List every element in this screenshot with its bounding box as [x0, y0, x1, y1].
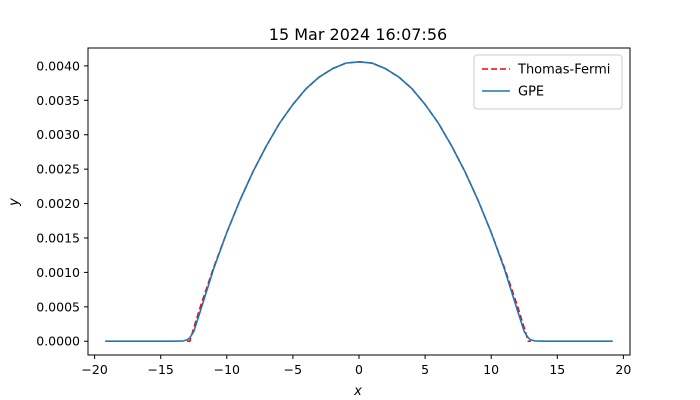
- y-tick-label: 0.0035: [36, 93, 80, 108]
- y-tick-label: 0.0020: [36, 196, 80, 211]
- y-tick-label: 0.0025: [36, 162, 80, 177]
- y-tick-label: 0.0030: [36, 127, 80, 142]
- x-tick-label: −10: [214, 362, 240, 377]
- series-line-gpe: [105, 60, 613, 343]
- x-axis: −20 −15 −10 −5 0 5 10 15 20: [81, 355, 631, 377]
- x-axis-label: x: [353, 384, 362, 399]
- x-tick-label: 10: [483, 362, 499, 377]
- legend-box: [473, 54, 623, 110]
- x-tick-label: 5: [421, 362, 429, 377]
- legend-label-gpe: GPE: [518, 85, 544, 100]
- x-tick-label: 15: [549, 362, 565, 377]
- legend-label-thomas-fermi: Thomas-Fermi: [517, 63, 610, 78]
- x-tick-label: 0: [355, 362, 363, 377]
- y-tick-label: 0.0000: [36, 334, 80, 349]
- y-tick-label: 0.0040: [36, 58, 80, 73]
- chart-title: 15 Mar 2024 16:07:56: [269, 25, 447, 44]
- legend: Thomas-Fermi GPE: [473, 54, 623, 110]
- y-tick-label: 0.0005: [36, 299, 80, 314]
- y-axis: 0.0000 0.0005 0.0010 0.0015 0.0020 0.0025 0.00…: [36, 58, 88, 349]
- x-tick-label: −15: [148, 362, 174, 377]
- y-axis-label: y: [7, 198, 22, 207]
- y-tick-label: 0.0010: [36, 265, 80, 280]
- x-tick-label: 20: [615, 362, 631, 377]
- x-tick-label: −20: [81, 362, 107, 377]
- y-tick-label: 0.0015: [36, 230, 80, 245]
- x-tick-label: −5: [284, 362, 302, 377]
